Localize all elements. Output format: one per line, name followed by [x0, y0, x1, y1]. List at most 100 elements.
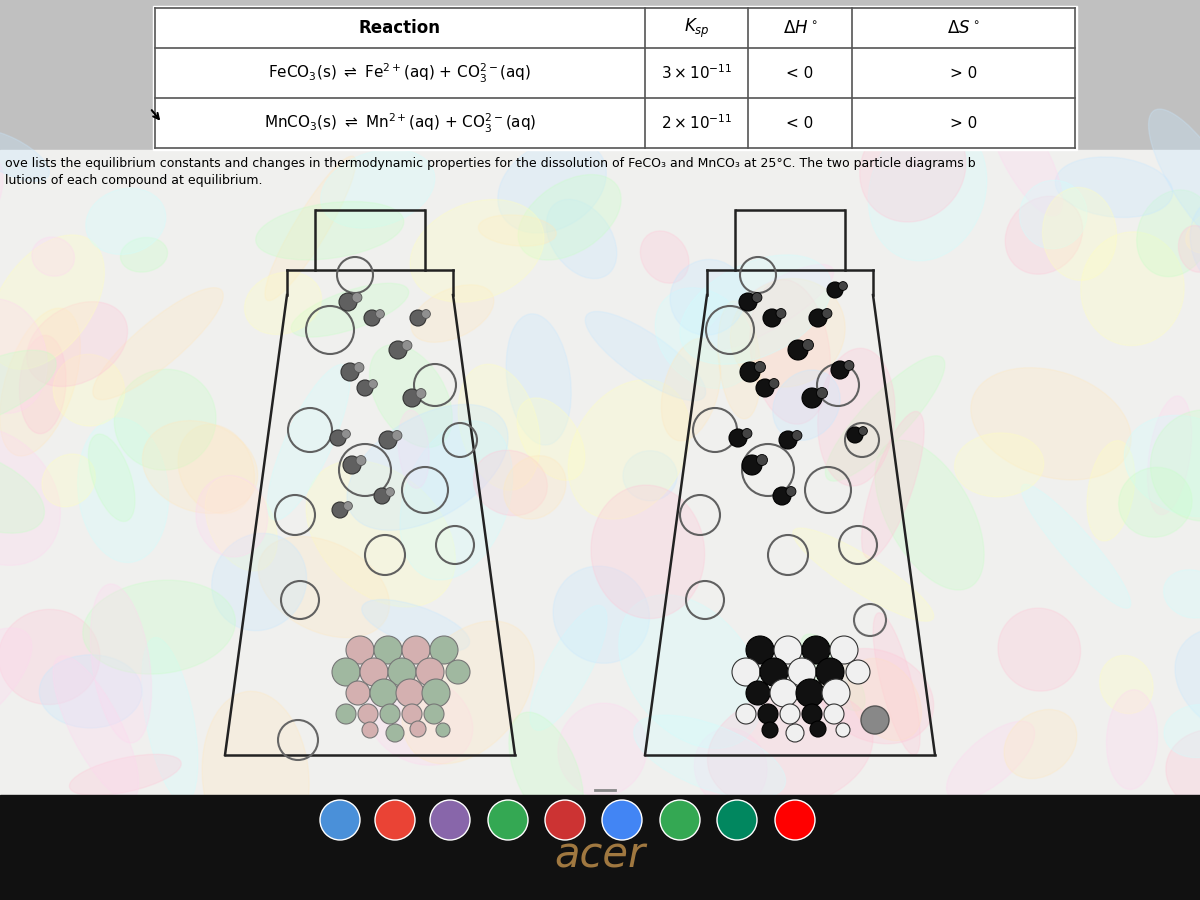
Circle shape	[330, 430, 346, 446]
Text: > 0: > 0	[950, 115, 977, 130]
Ellipse shape	[370, 345, 452, 447]
Circle shape	[736, 704, 756, 724]
Circle shape	[342, 429, 350, 438]
Ellipse shape	[0, 449, 44, 533]
Ellipse shape	[1081, 232, 1184, 346]
Ellipse shape	[1164, 570, 1200, 618]
Circle shape	[788, 658, 816, 686]
Circle shape	[769, 379, 779, 389]
Circle shape	[336, 704, 356, 724]
Circle shape	[392, 430, 402, 440]
Circle shape	[802, 388, 822, 408]
Ellipse shape	[988, 95, 1062, 216]
Circle shape	[774, 636, 802, 664]
Ellipse shape	[553, 566, 649, 663]
Ellipse shape	[862, 411, 924, 559]
Circle shape	[356, 455, 366, 465]
Ellipse shape	[410, 200, 544, 302]
Ellipse shape	[695, 728, 767, 807]
Circle shape	[385, 488, 395, 497]
Circle shape	[421, 310, 431, 319]
Circle shape	[424, 704, 444, 724]
Ellipse shape	[78, 418, 168, 562]
Ellipse shape	[412, 284, 494, 342]
Circle shape	[746, 681, 770, 705]
Ellipse shape	[506, 314, 571, 445]
Ellipse shape	[703, 265, 834, 350]
Ellipse shape	[400, 421, 512, 580]
Ellipse shape	[53, 355, 125, 426]
Ellipse shape	[89, 434, 134, 521]
Text: MnCO$_3$(s) $\rightleftharpoons$ Mn$^{2+}$(aq) + CO$_3^{2-}$(aq): MnCO$_3$(s) $\rightleftharpoons$ Mn$^{2+…	[264, 112, 536, 135]
Circle shape	[756, 454, 768, 465]
Circle shape	[732, 658, 760, 686]
Circle shape	[370, 679, 398, 707]
Ellipse shape	[0, 308, 80, 456]
Text: $\Delta H^\circ$: $\Delta H^\circ$	[782, 19, 817, 37]
Ellipse shape	[619, 595, 762, 749]
Circle shape	[816, 388, 828, 399]
Circle shape	[416, 658, 444, 686]
Text: $\Delta S^\circ$: $\Delta S^\circ$	[947, 19, 980, 37]
Circle shape	[362, 722, 378, 738]
Circle shape	[862, 706, 889, 734]
Ellipse shape	[954, 433, 1044, 497]
Circle shape	[436, 723, 450, 737]
Circle shape	[758, 704, 778, 724]
Circle shape	[358, 704, 378, 724]
Ellipse shape	[504, 455, 566, 519]
Ellipse shape	[498, 140, 606, 233]
Ellipse shape	[558, 703, 647, 796]
Circle shape	[396, 679, 424, 707]
Ellipse shape	[680, 255, 832, 365]
Ellipse shape	[1020, 180, 1087, 248]
Circle shape	[746, 636, 774, 664]
Circle shape	[346, 636, 374, 664]
Ellipse shape	[1043, 187, 1116, 281]
Ellipse shape	[90, 584, 151, 742]
Circle shape	[374, 636, 402, 664]
Ellipse shape	[971, 368, 1132, 480]
Circle shape	[360, 658, 388, 686]
Ellipse shape	[367, 674, 473, 765]
Circle shape	[346, 681, 370, 705]
Ellipse shape	[655, 288, 755, 389]
Circle shape	[352, 292, 362, 302]
Circle shape	[742, 428, 752, 438]
Ellipse shape	[92, 288, 223, 400]
Text: acer: acer	[554, 834, 646, 876]
Circle shape	[824, 704, 844, 724]
Circle shape	[389, 341, 407, 359]
Ellipse shape	[1006, 196, 1082, 274]
Ellipse shape	[1166, 729, 1200, 813]
Circle shape	[374, 488, 390, 504]
Circle shape	[416, 389, 426, 399]
Circle shape	[792, 430, 802, 440]
Ellipse shape	[1164, 705, 1200, 758]
Circle shape	[739, 293, 757, 311]
Ellipse shape	[1136, 190, 1200, 276]
Circle shape	[730, 429, 746, 447]
Ellipse shape	[306, 461, 455, 607]
Circle shape	[430, 636, 458, 664]
Ellipse shape	[42, 454, 95, 507]
Circle shape	[602, 800, 642, 840]
Ellipse shape	[1118, 467, 1192, 537]
Ellipse shape	[0, 428, 60, 565]
Ellipse shape	[458, 364, 540, 490]
Ellipse shape	[1151, 410, 1200, 521]
Circle shape	[776, 309, 786, 319]
Ellipse shape	[875, 440, 984, 590]
Circle shape	[773, 487, 791, 505]
Circle shape	[803, 339, 814, 350]
Ellipse shape	[1087, 441, 1135, 541]
Circle shape	[332, 658, 360, 686]
Ellipse shape	[83, 580, 235, 674]
Ellipse shape	[623, 451, 677, 500]
Ellipse shape	[205, 476, 277, 571]
Ellipse shape	[114, 369, 216, 470]
Circle shape	[847, 427, 863, 443]
Circle shape	[780, 704, 800, 724]
Ellipse shape	[793, 528, 934, 621]
Circle shape	[343, 456, 361, 474]
